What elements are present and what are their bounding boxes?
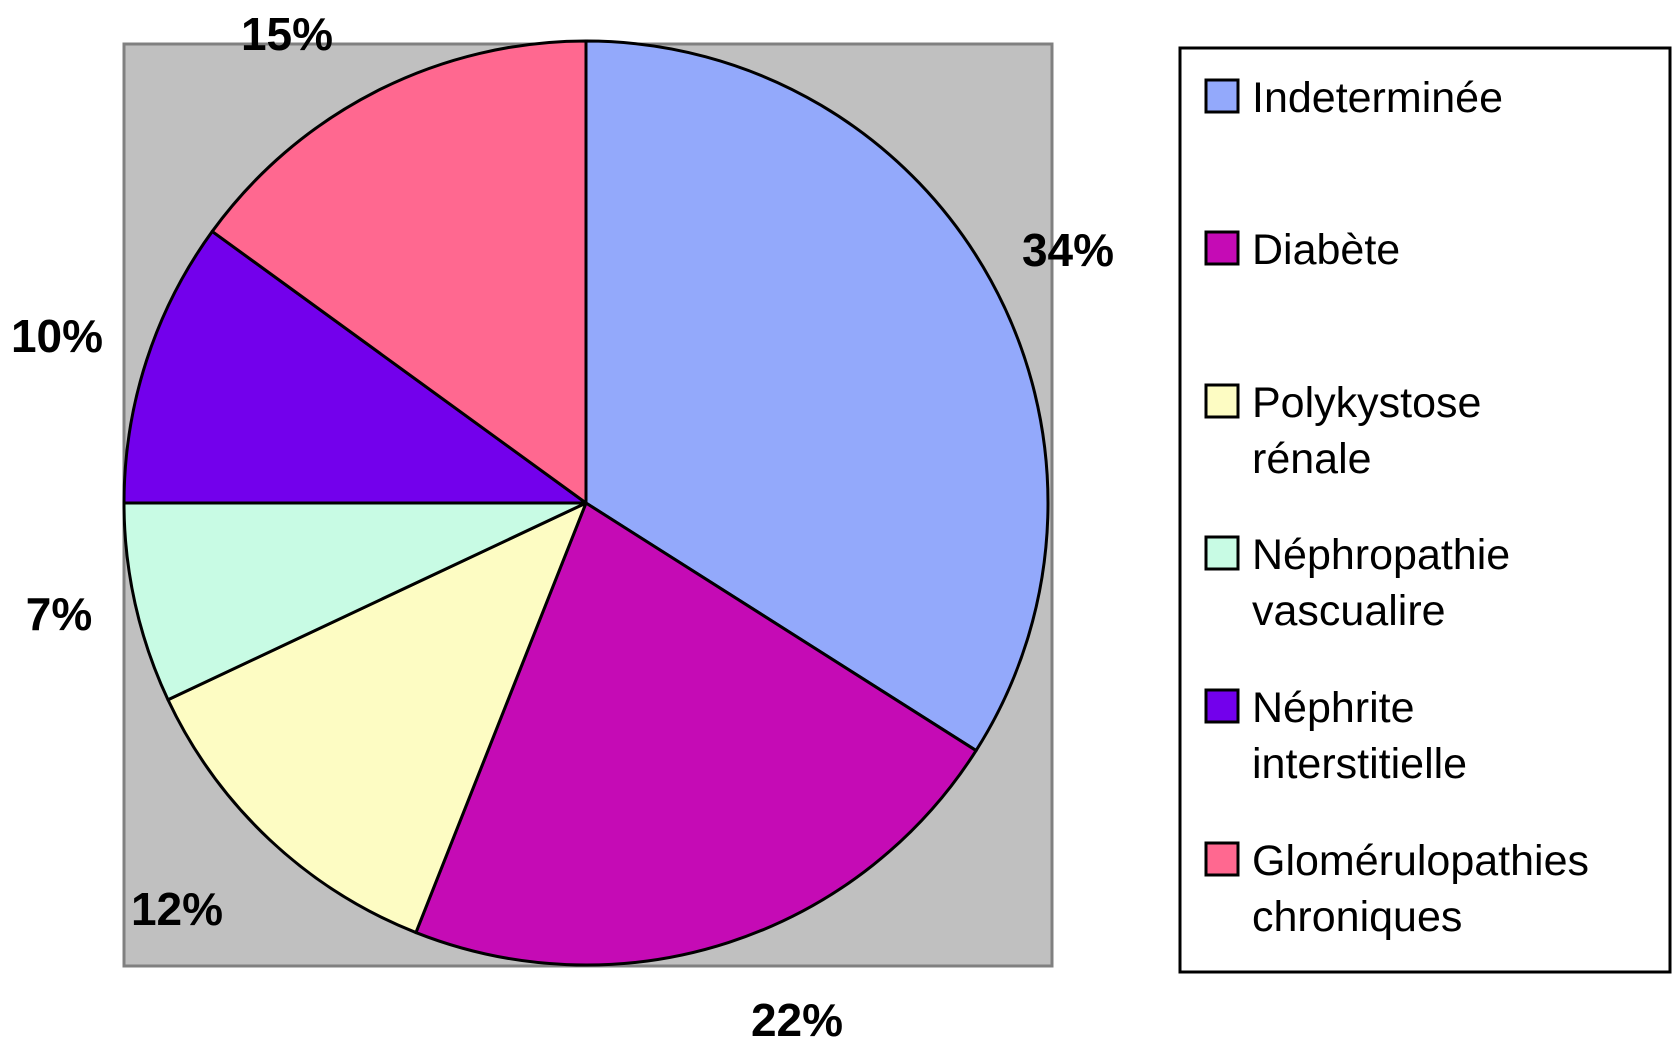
legend-entry: Néphropathie vascualire (1204, 531, 1510, 635)
legend-label: rénale (1252, 435, 1372, 483)
data-label: 22% (751, 994, 843, 1042)
legend-label: Polykystose (1252, 379, 1481, 427)
legend-label: chroniques (1252, 893, 1462, 941)
data-label: 34% (1022, 224, 1114, 276)
legend-label: Indeterminée (1252, 74, 1503, 122)
legend-swatch (1204, 841, 1240, 877)
legend-entry: Néphrite interstitielle (1204, 684, 1467, 788)
legend-swatch (1204, 383, 1240, 419)
legend-entry: Glomérulopathies chroniques (1204, 837, 1589, 941)
legend-swatch (1204, 78, 1240, 114)
pie-slice (166, 501, 588, 935)
legend-label: Néphropathie (1252, 531, 1510, 579)
legend: Indeterminée Diabète Polykystose rénale Néph… (1178, 46, 1672, 974)
legend-swatch (1204, 688, 1240, 724)
legend-swatch (1204, 230, 1240, 266)
legend-box (1178, 46, 1672, 974)
legend-entry: Indeterminée (1204, 74, 1503, 122)
legend-entry: Polykystose rénale (1204, 379, 1481, 483)
legend-label: interstitielle (1252, 740, 1467, 788)
legend-swatch (1204, 535, 1240, 571)
pie-slice (122, 229, 588, 505)
data-label: 7% (26, 588, 92, 640)
pie-slice (210, 39, 588, 505)
legend-label: Glomérulopathies (1252, 837, 1589, 885)
pie-slice (584, 39, 1050, 753)
data-label: 10% (11, 310, 103, 362)
pie-slice (122, 501, 588, 702)
pie-slices (122, 39, 1050, 967)
legend-label: Diabète (1252, 226, 1400, 274)
legend-entry: Diabète (1204, 226, 1400, 274)
data-label: 12% (131, 883, 223, 935)
legend-label: Néphrite (1252, 684, 1415, 732)
data-labels: 34% 22% 12% 7% 10% 15% (11, 8, 1114, 1042)
data-label: 15% (241, 8, 333, 60)
legend-label: vascualire (1252, 587, 1446, 635)
pie-slice (414, 501, 978, 967)
